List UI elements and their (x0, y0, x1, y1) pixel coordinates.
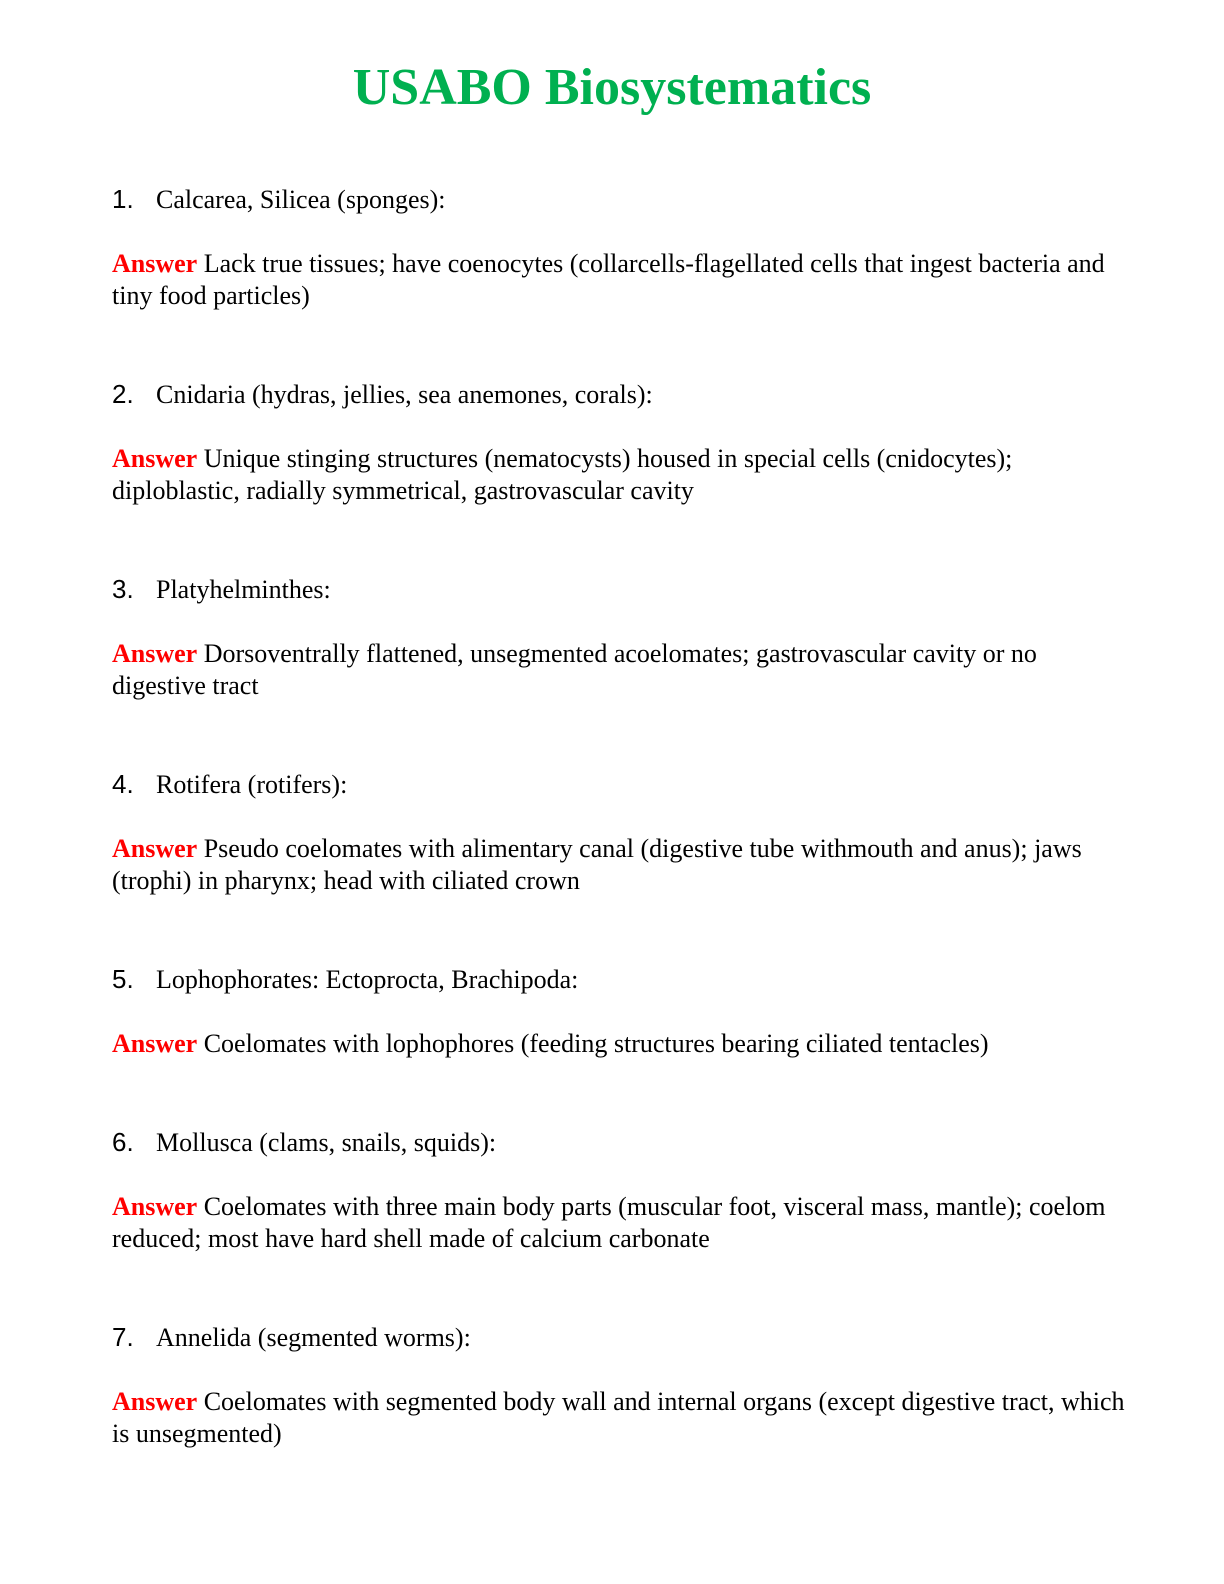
answer-text: Unique stinging structures (nematocysts)… (112, 444, 1013, 505)
answer-text: Coelomates with three main body parts (m… (112, 1192, 1106, 1253)
answer-label: Answer (112, 1192, 198, 1221)
page-title: USABO Biosystematics (352, 59, 872, 116)
question-number: 4. (112, 769, 134, 799)
question: 6. Mollusca (clams, snails, squids): (112, 1126, 1132, 1159)
question-item: 1. Calcarea, Silicea (sponges): Answer Lac… (112, 183, 1132, 312)
answer-label: Answer (112, 444, 198, 473)
question-item: 7. Annelida (segmented worms): Answer Coel… (112, 1321, 1132, 1450)
question-item: 4. Rotifera (rotifers): Answer Pseudo coel… (112, 768, 1132, 897)
answer-text: Pseudo coelomates with alimentary canal … (112, 834, 1082, 895)
question-number: 3. (112, 574, 134, 604)
answer: Answer Coelomates with three main body p… (112, 1191, 1132, 1255)
question-text: Platyhelminthes: (156, 575, 331, 604)
question-item: 5. Lophophorates: Ectoprocta, Brachipoda:… (112, 963, 1132, 1060)
answer-text: Lack true tissues; have coenocytes (coll… (112, 249, 1105, 310)
answer: Answer Coelomates with lophophores (feed… (112, 1028, 1132, 1060)
question-text: Rotifera (rotifers): (156, 770, 348, 799)
question-number: 7. (112, 1322, 134, 1352)
question: 5. Lophophorates: Ectoprocta, Brachipoda: (112, 963, 1132, 996)
question: 3. Platyhelminthes: (112, 573, 1132, 606)
question-text: Calcarea, Silicea (sponges): (156, 185, 446, 214)
answer: Answer Pseudo coelomates with alimentary… (112, 833, 1132, 897)
answer-text: Coelomates with segmented body wall and … (112, 1387, 1125, 1448)
question-list: 1. Calcarea, Silicea (sponges): Answer Lac… (112, 183, 1132, 1516)
question: 4. Rotifera (rotifers): (112, 768, 1132, 801)
question-text: Lophophorates: Ectoprocta, Brachipoda: (156, 965, 579, 994)
question-item: 6. Mollusca (clams, snails, squids): Answe… (112, 1126, 1132, 1255)
answer-label: Answer (112, 834, 198, 863)
question-number: 1. (112, 184, 134, 214)
question-number: 2. (112, 379, 134, 409)
question-number: 5. (112, 964, 134, 994)
question: 2. Cnidaria (hydras, jellies, sea anemone… (112, 378, 1132, 411)
answer: Answer Coelomates with segmented body wa… (112, 1386, 1132, 1450)
question-text: Annelida (segmented worms): (156, 1323, 471, 1352)
question-number: 6. (112, 1127, 134, 1157)
answer-label: Answer (112, 1387, 198, 1416)
answer-text: Coelomates with lophophores (feeding str… (203, 1029, 989, 1058)
answer: Answer Unique stinging structures (nemat… (112, 443, 1132, 507)
answer: Answer Dorsoventrally flattened, unsegme… (112, 638, 1132, 702)
question-item: 3. Platyhelminthes: Answer Dorsoventrally … (112, 573, 1132, 702)
question: 1. Calcarea, Silicea (sponges): (112, 183, 1132, 216)
answer-text: Dorsoventrally flattened, unsegmented ac… (112, 639, 1037, 700)
question-text: Cnidaria (hydras, jellies, sea anemones,… (156, 380, 653, 409)
answer-label: Answer (112, 1029, 198, 1058)
question: 7. Annelida (segmented worms): (112, 1321, 1132, 1354)
answer: Answer Lack true tissues; have coenocyte… (112, 248, 1132, 312)
question-text: Mollusca (clams, snails, squids): (156, 1128, 497, 1157)
answer-label: Answer (112, 639, 198, 668)
question-item: 2. Cnidaria (hydras, jellies, sea anemone… (112, 378, 1132, 507)
answer-label: Answer (112, 249, 198, 278)
